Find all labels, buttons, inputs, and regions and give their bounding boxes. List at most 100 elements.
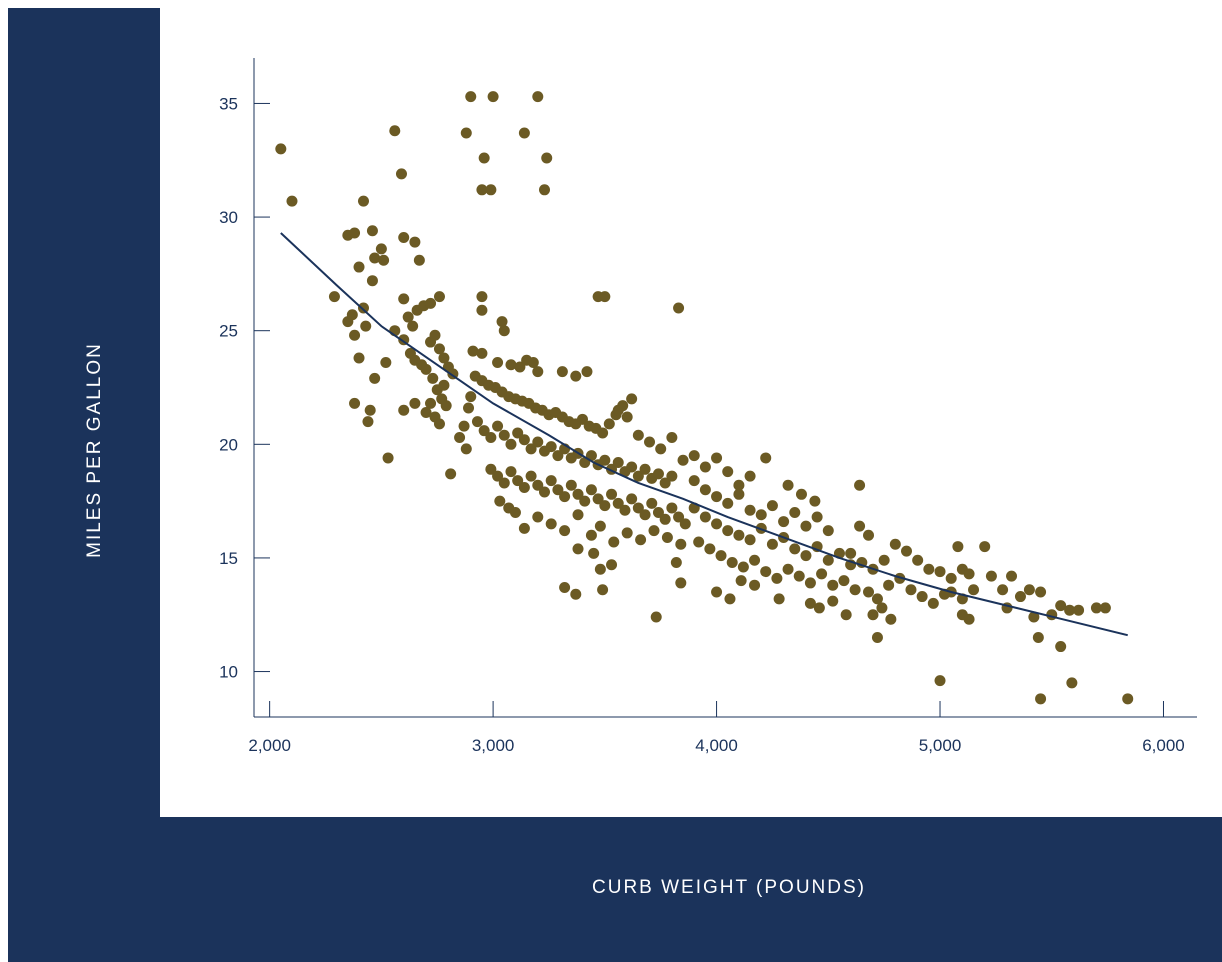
data-point bbox=[492, 420, 504, 432]
data-point bbox=[545, 441, 557, 453]
data-point bbox=[619, 504, 631, 516]
data-point bbox=[366, 225, 378, 237]
data-point bbox=[744, 534, 756, 546]
data-point bbox=[425, 297, 437, 309]
data-point bbox=[773, 593, 785, 605]
data-point bbox=[726, 556, 738, 568]
data-point bbox=[652, 468, 664, 480]
data-point bbox=[793, 570, 805, 582]
data-point bbox=[659, 513, 671, 525]
data-point bbox=[923, 563, 935, 575]
data-point bbox=[588, 547, 600, 559]
data-point bbox=[433, 343, 445, 355]
data-point bbox=[438, 379, 450, 391]
data-point bbox=[525, 443, 537, 455]
data-point bbox=[594, 520, 606, 532]
data-point bbox=[1023, 584, 1035, 596]
data-point bbox=[968, 584, 980, 596]
data-point bbox=[800, 520, 812, 532]
data-point bbox=[632, 470, 644, 482]
data-point bbox=[328, 291, 340, 303]
data-point bbox=[934, 675, 946, 687]
data-point bbox=[737, 561, 749, 573]
data-point bbox=[804, 597, 816, 609]
data-point bbox=[375, 243, 387, 255]
x-tick-label: 4,000 bbox=[695, 736, 738, 755]
data-point bbox=[711, 491, 723, 503]
data-point bbox=[724, 593, 736, 605]
data-point bbox=[863, 529, 875, 541]
data-point bbox=[505, 466, 517, 478]
data-point bbox=[606, 559, 618, 571]
data-point bbox=[811, 511, 823, 523]
data-point bbox=[639, 463, 651, 475]
data-point bbox=[673, 511, 685, 523]
data-point bbox=[552, 484, 564, 496]
data-point bbox=[789, 543, 801, 555]
data-point bbox=[675, 577, 687, 589]
data-point bbox=[425, 397, 437, 409]
data-point bbox=[883, 579, 895, 591]
data-point bbox=[465, 91, 477, 103]
data-point bbox=[822, 554, 834, 566]
data-point bbox=[476, 347, 488, 359]
data-point bbox=[927, 597, 939, 609]
data-point bbox=[952, 541, 964, 553]
data-point bbox=[378, 254, 390, 266]
data-point bbox=[603, 418, 615, 430]
data-point bbox=[635, 534, 647, 546]
data-point bbox=[985, 570, 997, 582]
data-point bbox=[1035, 693, 1047, 705]
data-point bbox=[912, 554, 924, 566]
data-point bbox=[1099, 602, 1111, 614]
data-point bbox=[599, 454, 611, 466]
data-point bbox=[286, 195, 298, 207]
data-point bbox=[612, 404, 624, 416]
data-point bbox=[945, 572, 957, 584]
data-point bbox=[789, 506, 801, 518]
data-point bbox=[364, 404, 376, 416]
y-tick-label: 30 bbox=[219, 208, 238, 227]
data-point bbox=[498, 325, 510, 337]
data-point bbox=[572, 488, 584, 500]
data-point bbox=[476, 291, 488, 303]
data-point bbox=[429, 329, 441, 341]
data-point bbox=[467, 345, 479, 357]
data-point bbox=[878, 554, 890, 566]
data-point bbox=[366, 275, 378, 287]
data-point bbox=[699, 484, 711, 496]
y-tick-label: 10 bbox=[219, 663, 238, 682]
data-point bbox=[711, 518, 723, 530]
data-point bbox=[666, 502, 678, 514]
data-point bbox=[722, 497, 734, 509]
data-point bbox=[905, 584, 917, 596]
data-point bbox=[527, 357, 539, 369]
y-tick-label: 35 bbox=[219, 94, 238, 113]
data-point bbox=[420, 406, 432, 418]
data-point bbox=[644, 436, 656, 448]
data-point bbox=[840, 609, 852, 621]
data-point bbox=[559, 525, 571, 537]
data-point bbox=[867, 609, 879, 621]
data-point bbox=[871, 631, 883, 643]
data-point bbox=[349, 227, 361, 239]
data-point bbox=[349, 329, 361, 341]
data-point bbox=[934, 566, 946, 578]
x-tick-label: 5,000 bbox=[919, 736, 962, 755]
data-point bbox=[518, 522, 530, 534]
data-point bbox=[460, 443, 472, 455]
data-point bbox=[1090, 602, 1102, 614]
data-point bbox=[585, 484, 597, 496]
data-point bbox=[1014, 591, 1026, 603]
data-point bbox=[353, 261, 365, 273]
data-point bbox=[809, 495, 821, 507]
data-point bbox=[621, 527, 633, 539]
data-point bbox=[666, 431, 678, 443]
data-point bbox=[471, 416, 483, 428]
data-point bbox=[545, 475, 557, 487]
data-point bbox=[699, 511, 711, 523]
data-point bbox=[465, 391, 477, 403]
data-point bbox=[795, 488, 807, 500]
data-point bbox=[632, 502, 644, 514]
data-point bbox=[599, 291, 611, 303]
